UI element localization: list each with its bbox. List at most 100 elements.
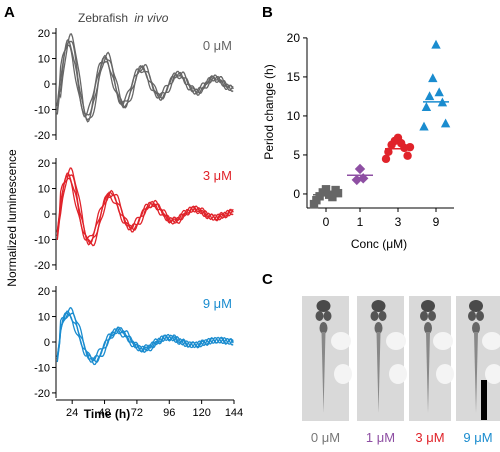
panel-a-trace bbox=[56, 306, 234, 366]
larva-eye bbox=[378, 311, 387, 321]
larva-yolk bbox=[319, 322, 328, 334]
panel-a-plots: 20 10 0 -10 -20 0 μM 20 10 0 -10 -20 3 μM 20 10 0 -10 -2… bbox=[34, 28, 243, 419]
panel-c-label: 0 μM bbox=[311, 430, 340, 445]
panel-b-xtick-label: 3 bbox=[395, 215, 402, 229]
panel-a-trace bbox=[56, 38, 234, 116]
larva-head bbox=[316, 300, 331, 312]
panel-a-xlabel: Time (h) bbox=[84, 407, 130, 421]
panel-a-trace bbox=[56, 172, 234, 244]
larva-image-bubble bbox=[482, 332, 500, 350]
larva-head bbox=[421, 300, 435, 312]
larva-eye bbox=[468, 311, 476, 321]
larva-yolk bbox=[472, 322, 480, 334]
panel-b-ytick-label: 10 bbox=[287, 109, 301, 123]
panel-b-ylabel: Period change (h) bbox=[262, 64, 276, 159]
larva-image-bubble bbox=[485, 364, 500, 384]
larva-head bbox=[469, 300, 483, 312]
larva-tail bbox=[474, 332, 478, 413]
panel-a-trace bbox=[56, 311, 234, 363]
panel-a-ytick-label: 20 bbox=[38, 286, 50, 298]
panel-b-xtick-label: 1 bbox=[357, 215, 364, 229]
panel-a-ytick-label: -20 bbox=[34, 388, 50, 400]
larva-tail bbox=[376, 332, 381, 413]
panel-b-point bbox=[354, 163, 366, 175]
panel-b-ytick-label: 20 bbox=[287, 31, 301, 45]
panel-a-title: Zebrafish in vivo bbox=[78, 11, 169, 25]
larva-head bbox=[371, 300, 386, 312]
panel-a-xtick-label: 24 bbox=[66, 407, 78, 419]
panel-b-ytick-label: 15 bbox=[287, 70, 301, 84]
panel-a-ytick-label: 20 bbox=[38, 158, 50, 170]
larva-tail bbox=[426, 332, 430, 413]
panel-a-ytick-label: 0 bbox=[44, 79, 50, 91]
panel-a-ytick-label: 10 bbox=[38, 312, 50, 324]
panel-b-point bbox=[434, 87, 444, 97]
panel-a-ytick-label: -10 bbox=[34, 362, 50, 374]
panel-b-xtick-label: 9 bbox=[433, 215, 440, 229]
larva-image-bubble bbox=[433, 332, 453, 350]
larva-image-bubble bbox=[331, 332, 351, 350]
larva-yolk bbox=[424, 322, 432, 334]
panel-a-ytick-label: 10 bbox=[38, 54, 50, 66]
panel-a-xtick-label: 144 bbox=[225, 407, 243, 419]
larva-eye bbox=[370, 311, 379, 321]
larva-eye bbox=[476, 311, 484, 321]
larva-eye bbox=[420, 311, 428, 321]
panel-b-xtick-label: 0 bbox=[323, 215, 330, 229]
panel-b-point bbox=[428, 73, 438, 83]
panel-a-trace bbox=[56, 167, 234, 247]
scale-bar bbox=[481, 380, 487, 420]
panel-a-title-italic: in vivo bbox=[134, 11, 168, 25]
panel-b-ytick-label: 0 bbox=[293, 187, 300, 201]
panel-b-point bbox=[387, 140, 396, 149]
panel-c-label: 9 μM bbox=[463, 430, 492, 445]
panel-a-subplot-label: 9 μM bbox=[203, 296, 232, 311]
panel-b-point bbox=[405, 142, 415, 152]
panel-b-xlabel: Conc (μM) bbox=[351, 237, 407, 251]
panel-a-ytick-label: -20 bbox=[34, 260, 50, 272]
panel-b-letter: B bbox=[262, 4, 273, 21]
panel-a-ytick-label: -20 bbox=[34, 130, 50, 142]
panel-c-label: 1 μM bbox=[366, 430, 395, 445]
larva-eye bbox=[323, 311, 332, 321]
panel-b-point bbox=[424, 91, 435, 101]
panel-b-point bbox=[381, 154, 391, 164]
panel-b-point bbox=[421, 102, 432, 112]
larva-image-bubble bbox=[436, 364, 454, 384]
panel-a-ytick-label: -10 bbox=[34, 234, 50, 246]
panel-b-point bbox=[419, 121, 429, 131]
panel-b-point bbox=[309, 199, 319, 209]
panel-b-ytick-label: 5 bbox=[293, 148, 300, 162]
panel-b-point bbox=[403, 151, 412, 160]
larva-image-bubble bbox=[389, 364, 407, 384]
larva-yolk bbox=[374, 322, 383, 334]
panel-a-trace bbox=[56, 314, 234, 362]
panel-a-ytick-label: -10 bbox=[34, 104, 50, 116]
larva-eye bbox=[315, 311, 324, 321]
panel-a-xtick-label: 96 bbox=[163, 407, 175, 419]
panel-a-ytick-label: 0 bbox=[44, 337, 50, 349]
panel-c-letter: C bbox=[262, 271, 273, 288]
panel-b-plot: 0 5 10 15 20 0 1 3 9 bbox=[287, 31, 454, 229]
panel-a-ylabel: Normalized luminescence bbox=[5, 149, 19, 287]
panel-b-point bbox=[328, 192, 337, 202]
panel-a-trace bbox=[56, 40, 234, 123]
panel-a-xtick-label: 120 bbox=[192, 407, 210, 419]
panel-a-ytick-label: 10 bbox=[38, 184, 50, 196]
panel-b-point bbox=[440, 118, 451, 128]
panel-a-ytick-label: 20 bbox=[38, 28, 50, 40]
panel-b-point bbox=[384, 147, 393, 157]
panel-a-subplot-label: 0 μM bbox=[203, 38, 232, 53]
panel-a-subplot-label: 3 μM bbox=[203, 168, 232, 183]
panel-a-ytick-label: 0 bbox=[44, 209, 50, 221]
panel-a-xtick-label: 72 bbox=[131, 407, 143, 419]
larva-image-bubble bbox=[386, 332, 406, 350]
panel-c-label: 3 μM bbox=[415, 430, 444, 445]
panel-c-images: 0 μM 1 μM 3 μM 9 μM bbox=[302, 296, 500, 445]
panel-b-point bbox=[431, 39, 441, 49]
panel-a-letter: A bbox=[4, 4, 15, 21]
panel-a-trace bbox=[56, 33, 234, 121]
panel-a-xtick-label: 48 bbox=[98, 407, 110, 419]
larva-image-bubble bbox=[334, 364, 352, 384]
